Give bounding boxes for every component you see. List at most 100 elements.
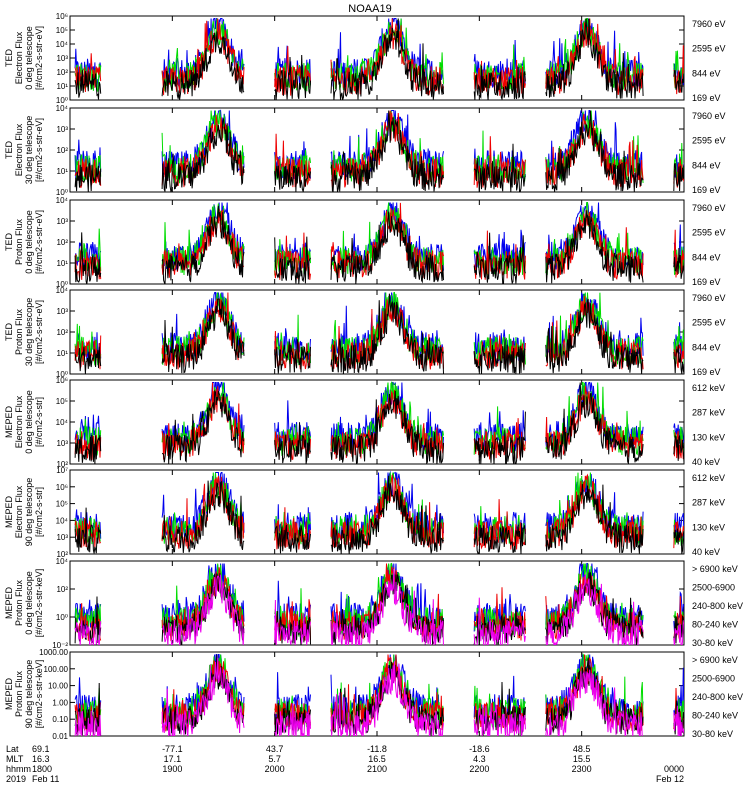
x-tick-hhmm: 2300 — [572, 764, 592, 774]
x-tick-mlt: 16.5 — [368, 754, 386, 764]
y-tick-label: 10² — [56, 328, 68, 337]
y-tick-label: 10¹ — [56, 349, 68, 358]
series-trace-7960-ev — [74, 293, 684, 374]
legend-entry: 169 eV — [692, 277, 721, 287]
legend-entry: 169 eV — [692, 185, 721, 195]
y-axis-label: TED Proton Flux 0 deg telescope [#/cm2-s-st… — [4, 210, 44, 274]
y-tick-label: 10¹ — [56, 259, 68, 268]
legend-entry: 169 eV — [692, 367, 721, 377]
y-axis-label-line: Proton Flux — [14, 579, 24, 626]
series-trace-612-kev — [74, 382, 684, 464]
legend-entry: 7960 eV — [692, 19, 726, 29]
y-tick-label: 10² — [56, 460, 68, 469]
legend-entry: 2595 eV — [692, 318, 726, 328]
y-axis-label-line: 0 deg telescope — [24, 390, 34, 454]
y-tick-label: 10⁴ — [56, 196, 69, 205]
series-trace-287-kev — [74, 473, 684, 550]
y-axis-label-line: [#/cm2-s-str-eV] — [34, 118, 44, 182]
legend-entry: 844 eV — [692, 68, 721, 78]
legend-entry: 30-80 keV — [692, 638, 733, 648]
y-tick-label: 10³ — [56, 125, 68, 134]
y-axis-label-line: [#/cm2-s-str-keV] — [34, 660, 44, 729]
y-axis-label-line: MEPED — [4, 587, 14, 620]
panel-6: 10² 10³ 10⁴ 10⁵ 10⁶ 10⁷ MEPED Electron Flux 90 d… — [4, 466, 725, 559]
legend-entry: 80-240 keV — [692, 711, 738, 721]
y-axis-label-line: [#/cm2-s-str] — [34, 397, 44, 447]
panel-1: 10⁰ 10¹ 10² 10³ 10⁴ 10⁵ 10⁶ TED Electron Flux 0 d… — [4, 12, 726, 105]
panel-8: 0.01 0.10 1.00 10.00 100.00 1000.00 MEPED Proto… — [4, 648, 743, 741]
y-tick-label: 10⁴ — [56, 286, 69, 295]
y-axis-label-line: Electron Flux — [14, 31, 24, 84]
legend-entry: 7960 eV — [692, 111, 726, 121]
traces — [74, 109, 684, 192]
panel-4: 10⁰ 10¹ 10² 10³ 10⁴ TED Proton Flux 30 deg tele… — [4, 286, 726, 379]
traces — [74, 562, 684, 645]
y-tick-label: 10⁰ — [56, 613, 68, 622]
y-axis-label-line: [#/cm2-s-str] — [34, 487, 44, 537]
y-tick-label: 10³ — [56, 217, 68, 226]
y-axis-label-line: TED — [4, 232, 14, 251]
y-tick-label: 0.01 — [52, 732, 68, 741]
x-tick-date: Feb 11 — [32, 774, 59, 784]
legend-entry: 2595 eV — [692, 228, 726, 238]
legend-entry: 2500-6900 — [692, 583, 735, 593]
series-trace-7960-ev — [74, 205, 684, 284]
y-axis-label-line: 30 deg telescope — [24, 116, 34, 185]
x-tick-mlt: 16.3 — [32, 754, 50, 764]
x-tick-lat: 69.1 — [32, 744, 50, 754]
x-tick-mlt: 4.3 — [473, 754, 486, 764]
y-tick-label: 10² — [56, 146, 68, 155]
x-tick-mlt: 5.7 — [268, 754, 281, 764]
series-trace-7960-ev — [74, 18, 684, 100]
legend-entry: 7960 eV — [692, 203, 726, 213]
legend-entry: 130 keV — [692, 432, 725, 442]
y-axis-label: TED Electron Flux 30 deg telescope [#/cm2-s… — [4, 116, 44, 185]
y-tick-label: 10⁶ — [56, 12, 68, 21]
x-tick-hhmm: 2100 — [367, 764, 387, 774]
y-axis-label-line: [#/cm2-s-str-eV] — [34, 210, 44, 274]
y-axis-label-line: TED — [4, 322, 14, 341]
x-tick-hhmm: 2000 — [265, 764, 285, 774]
traces — [74, 381, 684, 464]
x-row-label: 2019 — [6, 774, 26, 784]
x-tick-lat: -11.8 — [367, 744, 387, 754]
y-axis-label-line: 0 deg telescope — [24, 571, 34, 635]
panel-7: 10⁻² 10⁰ 10² 10⁴ MEPED Proton Flux 0 deg teles… — [4, 557, 743, 650]
x-row-label: Lat — [6, 744, 19, 754]
y-axis-label: TED Proton Flux 30 deg telescope [#/cm2-s-s… — [4, 298, 44, 367]
y-tick-label: 10⁶ — [56, 376, 68, 385]
legend-entry: 80-240 keV — [692, 620, 738, 630]
legend-entry: 40 keV — [692, 457, 720, 467]
y-axis-label-line: 90 deg telescope — [24, 660, 34, 729]
y-axis-label-line: [#/cm2-s-str-eV] — [34, 300, 44, 364]
y-tick-label: 10² — [56, 585, 68, 594]
y-axis-label-line: Proton Flux — [14, 670, 24, 717]
y-tick-label: 10⁵ — [56, 500, 68, 509]
y-tick-label: 10⁷ — [56, 466, 68, 475]
y-axis-label-line: TED — [4, 140, 14, 159]
y-axis-label-line: 0 deg telescope — [24, 210, 34, 274]
traces — [74, 652, 684, 736]
legend-entry: 2595 eV — [692, 44, 726, 54]
legend-entry: 844 eV — [692, 342, 721, 352]
y-tick-label: 0.10 — [52, 715, 68, 724]
legend-entry: 30-80 keV — [692, 729, 733, 739]
series-trace-2595-ev — [74, 110, 684, 188]
y-axis-label-line: [#/cm2-s-str-keV] — [34, 569, 44, 638]
y-axis-label-line: Electron Flux — [14, 395, 24, 448]
y-tick-label: 10⁶ — [56, 483, 68, 492]
legend-entry: 612 keV — [692, 473, 725, 483]
y-axis-label-line: Proton Flux — [14, 218, 24, 265]
legend-entry: 2595 eV — [692, 136, 726, 146]
traces — [74, 202, 684, 284]
y-axis-label: TED Electron Flux 0 deg telescope [#/cm2-s-… — [4, 26, 44, 90]
x-tick-hhmm: 1900 — [162, 764, 182, 774]
series-trace--6900-kev — [74, 657, 684, 736]
y-tick-label: 10⁴ — [56, 40, 69, 49]
y-axis-label-line: 90 deg telescope — [24, 478, 34, 547]
y-axis-label-line: MEPED — [4, 406, 14, 439]
y-axis-label-line: TED — [4, 48, 14, 67]
x-tick-lat: -18.6 — [469, 744, 490, 754]
y-axis-label-line: MEPED — [4, 496, 14, 529]
